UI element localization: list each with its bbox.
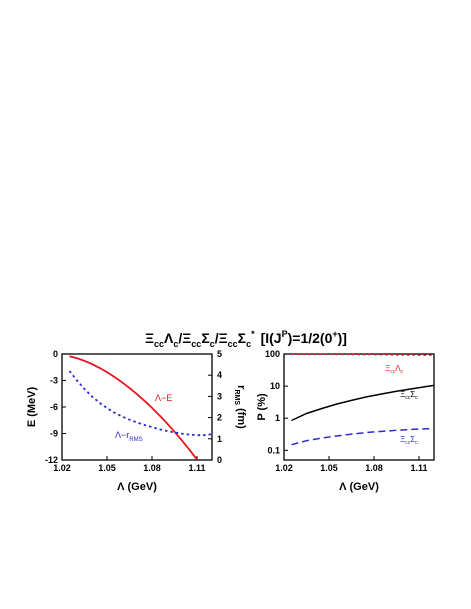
right-series-line-2 xyxy=(291,427,435,446)
left-x-tick-label: 1.08 xyxy=(143,463,161,473)
left-y-tick-label: 0 xyxy=(53,349,58,359)
right-x-tick-label: 1.08 xyxy=(365,463,383,473)
left-series-line-1 xyxy=(68,370,213,437)
left-y2-tick-label: 5 xyxy=(217,349,222,359)
right-plot-frame xyxy=(283,353,435,461)
right-x-tick-label: 1.05 xyxy=(320,463,338,473)
right-y-tick-label: 10 xyxy=(270,381,280,391)
left-chart: 1.02 1.05 1.08 1.11 0 -3 -6 -9 -12 0 1 2 3 4 5 Λ (GeV)… xyxy=(26,349,247,493)
right-series-line-1 xyxy=(291,384,435,422)
right-x-axis-label: Λ (GeV) xyxy=(339,481,379,493)
left-y2-tick-label: 1 xyxy=(217,434,222,444)
left-series-line-0 xyxy=(69,355,198,461)
right-y-axis-label: P (%) xyxy=(256,393,268,421)
annotation-lambda-rrms: Λ−rRMS xyxy=(115,430,143,443)
left-x-tick-label: 1.02 xyxy=(53,463,71,473)
right-y-tick-label: 1 xyxy=(275,413,280,423)
left-x-tick-label: 1.11 xyxy=(188,463,205,473)
left-plot-frame xyxy=(61,353,213,461)
series-label-xicc-sigmac-black: ΞccΣc xyxy=(400,390,418,401)
left-y-tick-label: -6 xyxy=(50,402,58,412)
left-x-tick-label: 1.05 xyxy=(98,463,116,473)
left-y-tick-label: -12 xyxy=(45,455,58,465)
left-y2-tick-label: 3 xyxy=(217,391,222,401)
left-y-tick-label: -3 xyxy=(50,376,58,386)
right-x-tick-label: 1.11 xyxy=(410,463,427,473)
left-y2-tick-label: 0 xyxy=(217,455,222,465)
right-x-tick-label: 1.02 xyxy=(275,463,293,473)
left-y2-tick-label: 4 xyxy=(217,370,222,380)
series-label-xicc-lambdac: ΞccΛc xyxy=(385,364,404,375)
annotation-lambda-e: Λ−E xyxy=(155,393,172,403)
left-y2-axis-label: rRMS (fm) xyxy=(233,385,247,429)
figure-title: ΞccΛc/ΞccΣc/ΞccΣc* [I(JP)=1/2(0+)] xyxy=(145,329,347,349)
left-y-tick-label: -9 xyxy=(50,429,58,439)
right-y-tick-label: 100 xyxy=(265,349,280,359)
series-label-xicc-sigmac-blue: ΞccΣc xyxy=(400,435,418,446)
left-y-axis-label: E (MeV) xyxy=(26,386,38,427)
right-series-line-0 xyxy=(291,353,435,356)
right-y-tick-label: 0.1 xyxy=(267,445,280,455)
left-y2-tick-label: 2 xyxy=(217,413,222,423)
left-x-axis-label: Λ (GeV) xyxy=(117,481,157,493)
